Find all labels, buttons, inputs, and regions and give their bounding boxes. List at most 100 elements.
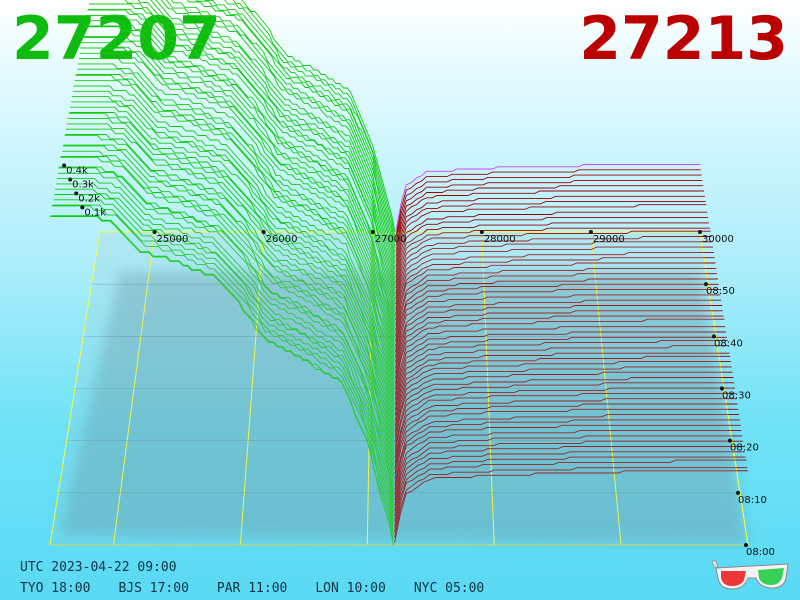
bid-depth-line-32 [77,68,395,376]
bid-depth-line-46 [89,3,396,302]
bid-depth-line-24 [70,106,395,418]
t-tick-label-1: 08:10 [738,495,767,506]
bid-depth-line-52 [165,0,396,270]
ask-depth-line-6 [394,440,744,511]
ask-depth-line-35 [395,289,720,358]
ask-depth-line-34 [395,294,721,363]
bid-depth-line-4 [53,199,394,524]
bid-depth-line-53 [170,0,396,264]
ask-depth-line-46 [395,230,711,299]
x-tick-dot-2 [370,230,375,234]
ask-depth-line-40 [395,262,716,331]
t-tick-label-2: 08:20 [730,443,759,454]
t-tick-label-3: 08:30 [722,391,751,402]
ask-depth-line-2 [394,459,747,533]
bid-depth-line-49 [150,0,396,286]
ask-depth-line-33 [395,299,722,368]
bid-depth-line-15 [62,145,395,466]
bid-depth-line-42 [85,20,396,323]
ask-depth-line-26 [394,336,727,405]
bid-depth-line-8 [56,178,394,503]
ask-depth-line-41 [395,257,715,326]
ask-depth-line-55 [395,185,704,252]
x-tick-dot-1 [261,230,266,234]
ask-depth-line-18 [394,377,734,448]
bid-depth-line-0 [50,216,394,546]
bid-depth-line-22 [68,112,395,429]
ask-depth-line-1 [394,467,748,538]
ask-depth-line-4 [394,451,745,522]
ask-depth-line-27 [394,331,726,400]
bid-depth-line-21 [67,118,395,434]
ask-depth-line-50 [395,211,708,278]
ask-depth-line-44 [395,241,713,310]
bid-depth-line-5 [54,194,394,519]
z-tick-dot-1 [74,191,79,196]
t-tick-label-5: 08:50 [706,286,735,297]
x-tick-label-0: 25000 [157,234,189,245]
bid-depth-line-41 [84,25,395,328]
bid-depth-line-26 [72,96,395,408]
x-tick-label-4: 29000 [593,234,625,245]
bid-depth-line-20 [66,123,395,439]
t-tick-dot-3 [720,386,724,391]
ask-depth-line-45 [395,236,712,305]
bid-depth-line-39 [83,36,395,339]
bid-depth-line-58 [232,0,396,238]
bid-depth-line-33 [78,63,395,370]
x-tick-dot-0 [152,230,157,234]
bid-depth-line-12 [60,156,395,482]
ask-depth-line-5 [394,446,744,517]
clock-1: BJS 17:00 [118,581,189,596]
bid-depth-line-23 [69,112,395,424]
bid-depth-line-11 [59,166,395,487]
bid-depth-line-13 [61,156,395,477]
ask-depth-line-21 [394,361,731,432]
bid-depth-line-54 [187,0,396,259]
ask-depth-line-31 [394,310,723,379]
ask-depth-line-32 [394,305,722,374]
x-tick-dot-5 [698,230,702,234]
ask-depth-line-28 [394,326,726,395]
ask-depth-line-8 [394,430,742,501]
bid-depth-line-43 [86,14,396,317]
ask-depth-line-7 [394,435,743,506]
z-tick-dot-2 [68,177,73,182]
bid-depth-line-55 [195,0,396,254]
bid-depth-line-57 [216,0,396,243]
x-tick-label-1: 26000 [266,234,298,245]
ask-depth-line-15 [394,392,736,464]
bid-depth-line-30 [75,74,395,386]
x-tick-label-2: 27000 [375,234,407,245]
bid-depth-line-17 [64,134,395,455]
ask-depth-line-29 [394,318,725,389]
ask-depth-line-14 [394,398,737,469]
bid-depth-line-38 [82,36,395,344]
ask-depth-line-47 [395,227,710,294]
bid-depth-line-51 [160,0,396,275]
bid-depth-line-37 [81,42,395,349]
clock-0: TYO 18:00 [20,581,91,596]
ask-depth-line-10 [394,419,740,490]
bid-depth-line-50 [155,0,396,280]
ask-depth-line-13 [394,403,738,474]
ask-depth-line-25 [394,339,728,411]
bid-depth-line-35 [79,52,395,360]
bid-depth-line-28 [73,85,395,397]
volume-axis: 0.1k 0.2k 0.3k 0.4k [62,163,106,218]
ask-depth-line-42 [395,251,714,320]
ask-depth-line-16 [394,387,735,458]
ask-depth-line-43 [395,246,713,315]
bid-depth-line-7 [55,183,394,508]
bid-depth-line-25 [71,101,395,413]
z-tick-dot-0 [80,205,85,210]
bid-depth-line-18 [65,134,395,450]
ask-price: 27213 [579,4,788,74]
z-tick-label-1: 0.2k [78,193,100,204]
world-clocks: TYO 18:00 BJS 17:00 PAR 11:00 LON 10:00 NYC … [20,581,484,596]
ask-depth-line-22 [394,355,731,427]
ask-depth-line-30 [394,315,724,384]
3d-glasses-icon[interactable] [712,558,792,594]
bid-depth-line-29 [74,80,395,392]
